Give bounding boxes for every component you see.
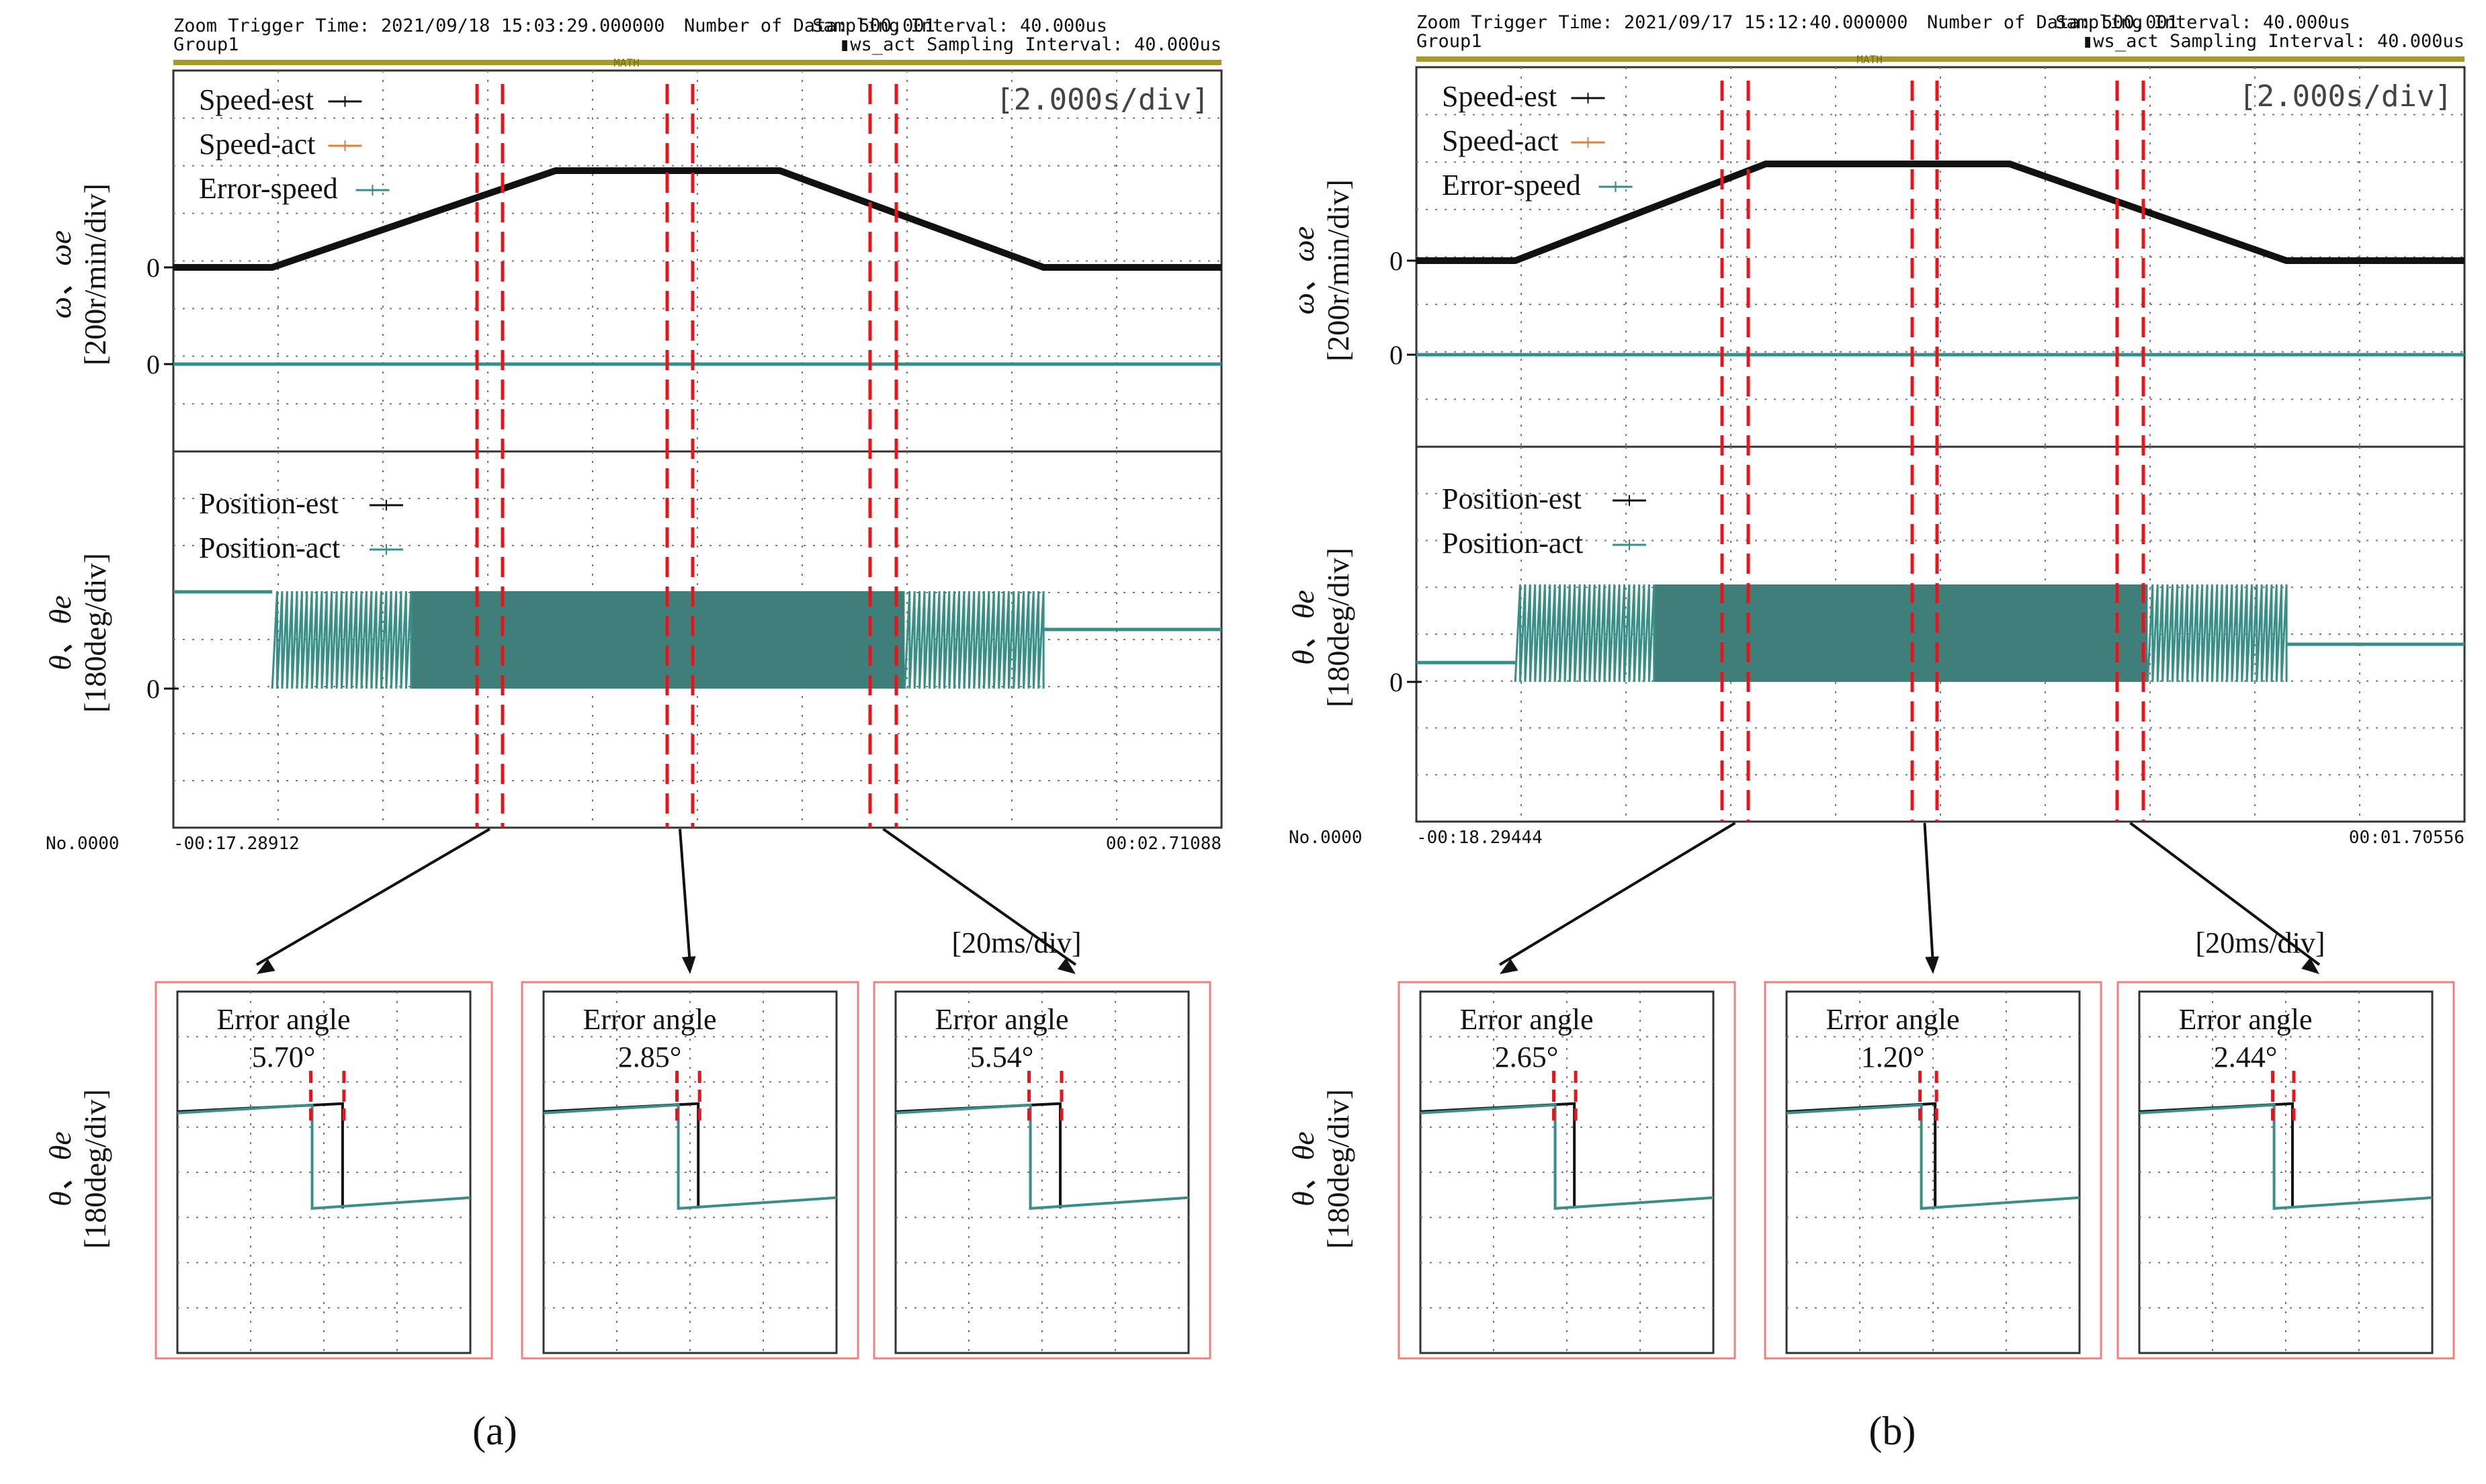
zoom-arrowhead [1500,959,1518,974]
header-trigger: Zoom Trigger Time: 2021/09/18 15:03:29.0… [173,15,665,36]
speed-ylabel-unit: [200r/min/div] [78,183,112,365]
zoom-arrow [2129,822,2321,966]
legend-label: Position-est [1442,482,1582,515]
header-group: Group1 [1416,31,1482,52]
zoom-arrow [679,828,691,965]
error-angle-value: 2.65° [1495,1041,1559,1074]
speed-est-trace [1416,161,2464,264]
speed-ylabel-symbol: ω、ωe [43,230,77,318]
legend-label: Speed-est [199,83,314,116]
time-end: 00:02.71088 [1106,834,1221,854]
zoom-act-trace [1786,1103,2080,1210]
panel-a: Zoom Trigger Time: 2021/09/18 15:03:29.0… [43,15,1223,1453]
zoom-arrow [1498,822,1736,966]
zoom-ylabel-unit: [180deg/div] [1321,1089,1355,1249]
header-group: Group1 [173,34,239,55]
error-angle-title: Error angle [216,1003,350,1036]
header-count: Number of Data: 500,001 [684,15,935,36]
record-number: No.0000 [1289,828,1363,848]
legend-label: Position-est [199,487,339,520]
zoom-inset: Error angle 5.54° [873,828,1211,1360]
time-end: 00:01.70556 [2349,828,2464,848]
error-angle-title: Error angle [935,1003,1068,1036]
error-angle-value: 5.70° [252,1041,316,1074]
time-start: -00:17.28912 [173,834,300,854]
position-wrap-sawtooth [271,591,1045,689]
legend-label: Position-act [1442,527,1583,560]
error-angle-title: Error angle [1826,1003,1959,1036]
error-angle-title: Error angle [583,1003,716,1036]
error-angle-value: 2.44° [2214,1041,2278,1074]
legend-label: Error-speed [199,172,338,205]
timebase: [2.000s/div] [996,83,1209,117]
zoom-arrowhead [681,956,696,974]
pos-ylabel-symbol: θ、θe [1286,590,1320,665]
position-wrap-dense [411,591,905,689]
zoom-act-trace [2139,1103,2433,1210]
zoom-act-trace [1420,1103,1714,1210]
error-angle-value: 1.20° [1861,1041,1925,1074]
position-wrap-sawtooth [1514,584,2288,683]
zoom-act-trace [543,1103,837,1210]
math-label: MATH [1856,53,1883,66]
speed-ylabel-unit: [200r/min/div] [1321,179,1355,361]
header-sampling: Sampling Interval: 40.000us [2055,12,2350,33]
panel-caption: (b) [1869,1409,1916,1453]
zoom-inset: Error angle 2.44° [2116,822,2455,1360]
zero-label: 0 [146,674,160,704]
error-angle-title: Error angle [1459,1003,1593,1036]
zoom-act-trace [895,1103,1189,1210]
header-bar [173,60,1221,65]
zero-label: 0 [1389,667,1403,697]
panel-b: Zoom Trigger Time: 2021/09/17 15:12:40.0… [1286,12,2466,1453]
header-sampling: Sampling Interval: 40.000us [812,15,1107,36]
timebase: [2.000s/div] [2239,79,2452,114]
zoom-arrow [255,828,491,966]
time-start: -00:18.29444 [1416,828,1543,848]
header-bar [1416,56,2464,62]
pos-ylabel-unit: [180deg/div] [1321,548,1355,707]
zoom-inset: Error angle 5.70° [155,828,493,1360]
legend-label: Speed-act [199,128,315,161]
pos-ylabel-symbol: θ、θe [43,595,77,670]
legend-label: Error-speed [1442,169,1581,202]
header-count: Number of Data: 500,001 [1927,12,2178,33]
legend-label: Speed-act [1442,124,1558,157]
panel-caption: (a) [472,1409,517,1453]
header-sampling-2: ▮ws_act Sampling Interval: 40.000us [839,34,1221,55]
zoom-arrowhead [2301,957,2319,974]
math-label: MATH [613,56,640,69]
error-angle-value: 5.54° [970,1041,1034,1074]
pos-ylabel-unit: [180deg/div] [78,553,112,713]
zoom-arrowhead [257,959,275,974]
zoom-ylabel-symbol: θ、θe [1286,1131,1320,1207]
error-angle-value: 2.85° [618,1041,682,1074]
record-number: No.0000 [46,834,120,854]
legend-label: Position-act [199,531,340,564]
zoom-arrow [882,828,1077,966]
speed-est-trace [173,167,1221,271]
zoom-ylabel-symbol: θ、θe [43,1131,77,1207]
speed-ylabel-symbol: ω、ωe [1286,226,1320,314]
zoom-ylabel-unit: [180deg/div] [78,1089,112,1249]
zero-label: 0 [146,349,160,380]
zero-label: 0 [1389,340,1403,370]
zero-label: 0 [146,253,160,283]
header-sampling-2: ▮ws_act Sampling Interval: 40.000us [2082,31,2464,52]
zoom-arrow [1923,822,1934,965]
header-trigger: Zoom Trigger Time: 2021/09/17 15:12:40.0… [1416,12,1908,33]
position-wrap-dense [1654,584,2148,682]
zoom-arrowhead [1057,958,1076,974]
zoom-inset: Error angle 2.85° [521,828,859,1360]
zoom-inset: Error angle 1.20° [1764,822,2102,1360]
zero-label: 0 [1389,246,1403,276]
zoom-arrowhead [1925,956,1939,974]
error-angle-title: Error angle [2178,1003,2312,1036]
zoom-act-trace [177,1103,471,1210]
zoom-inset: Error angle 2.65° [1398,822,1736,1360]
legend-label: Speed-est [1442,80,1557,113]
